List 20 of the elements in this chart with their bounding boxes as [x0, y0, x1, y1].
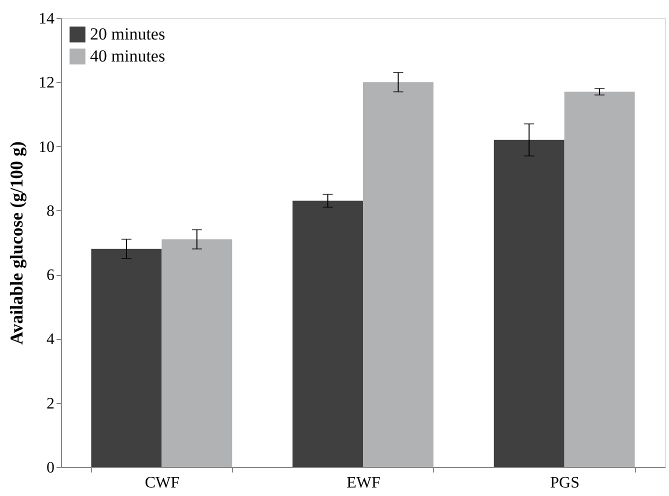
y-tick-label: 8	[46, 202, 54, 220]
legend-label: 40 minutes	[90, 46, 166, 66]
legend-label: 20 minutes	[90, 24, 166, 44]
y-tick-label: 2	[46, 395, 54, 412]
bar	[494, 140, 564, 467]
bar	[564, 92, 635, 467]
bar	[292, 200, 363, 467]
y-tick-label: 6	[46, 267, 54, 284]
x-tick-label: CWF	[144, 474, 180, 492]
y-axis-title: Available glucose (g/100 g)	[6, 141, 26, 345]
x-tick-label: EWF	[346, 474, 380, 492]
bar	[363, 82, 434, 467]
y-tick-label: 0	[46, 460, 54, 476]
y-tick-label: 14	[38, 10, 54, 28]
y-tick-label: 10	[38, 138, 54, 156]
bar	[91, 248, 162, 467]
x-tick-label: PGS	[550, 474, 580, 492]
bar	[162, 239, 232, 467]
y-tick-label: 4	[46, 331, 54, 348]
y-tick-label: 12	[38, 74, 54, 92]
